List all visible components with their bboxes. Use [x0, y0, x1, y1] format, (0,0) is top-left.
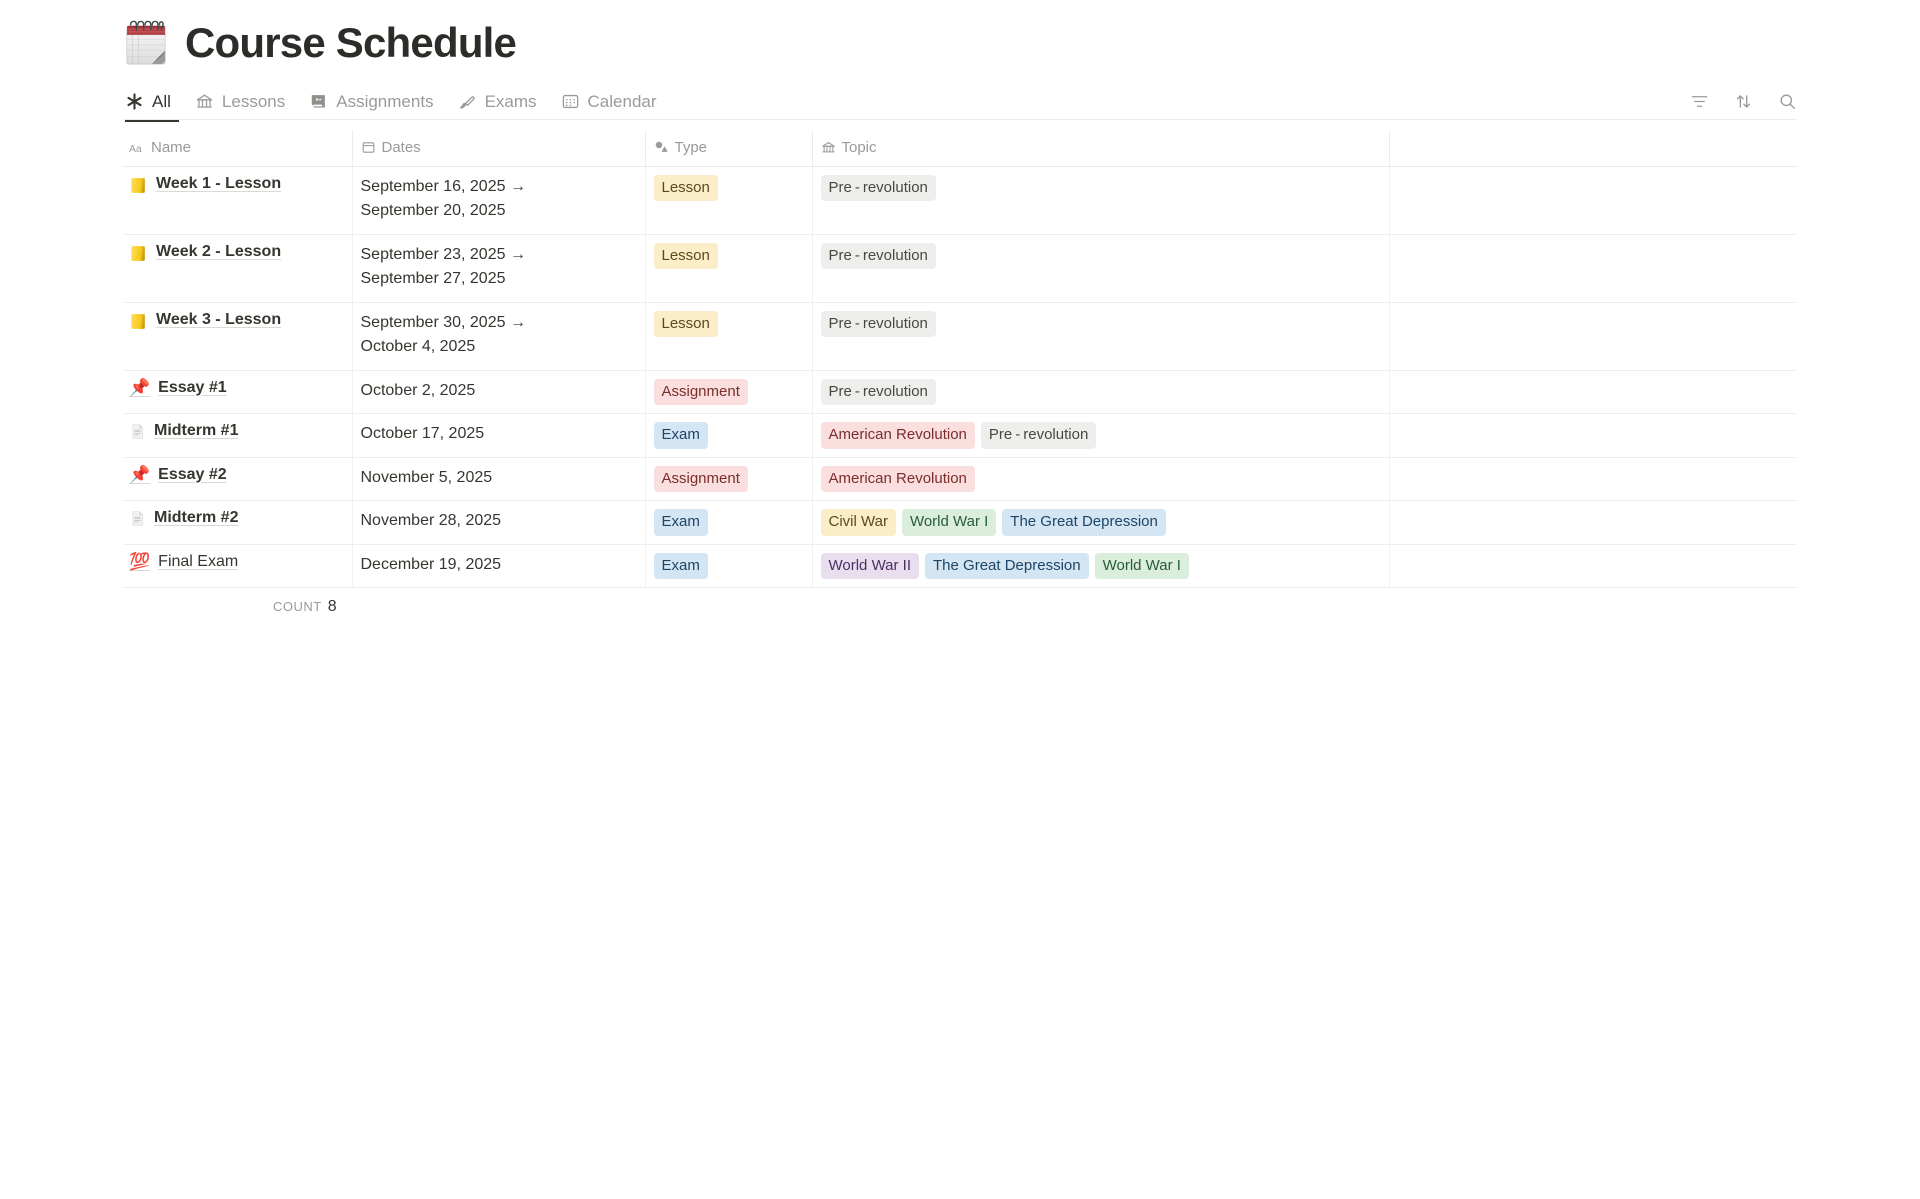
svg-text:Aa: Aa [129, 144, 142, 155]
